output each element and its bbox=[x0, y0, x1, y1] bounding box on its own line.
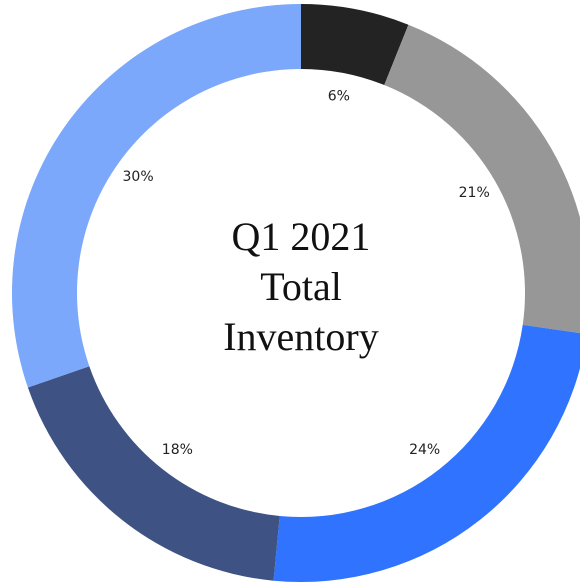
donut-slice bbox=[384, 24, 580, 334]
donut-slice bbox=[301, 4, 409, 86]
donut-slice bbox=[11, 4, 301, 388]
slice-label: 30% bbox=[123, 169, 154, 185]
slice-label: 18% bbox=[162, 442, 193, 458]
slice-label: 6% bbox=[328, 89, 350, 105]
chart-title: Q1 2021 Total Inventory bbox=[223, 214, 379, 359]
donut-slice bbox=[273, 324, 580, 582]
donut-slice bbox=[27, 366, 280, 581]
slice-label: 21% bbox=[459, 185, 490, 201]
slice-label: 24% bbox=[409, 442, 440, 458]
